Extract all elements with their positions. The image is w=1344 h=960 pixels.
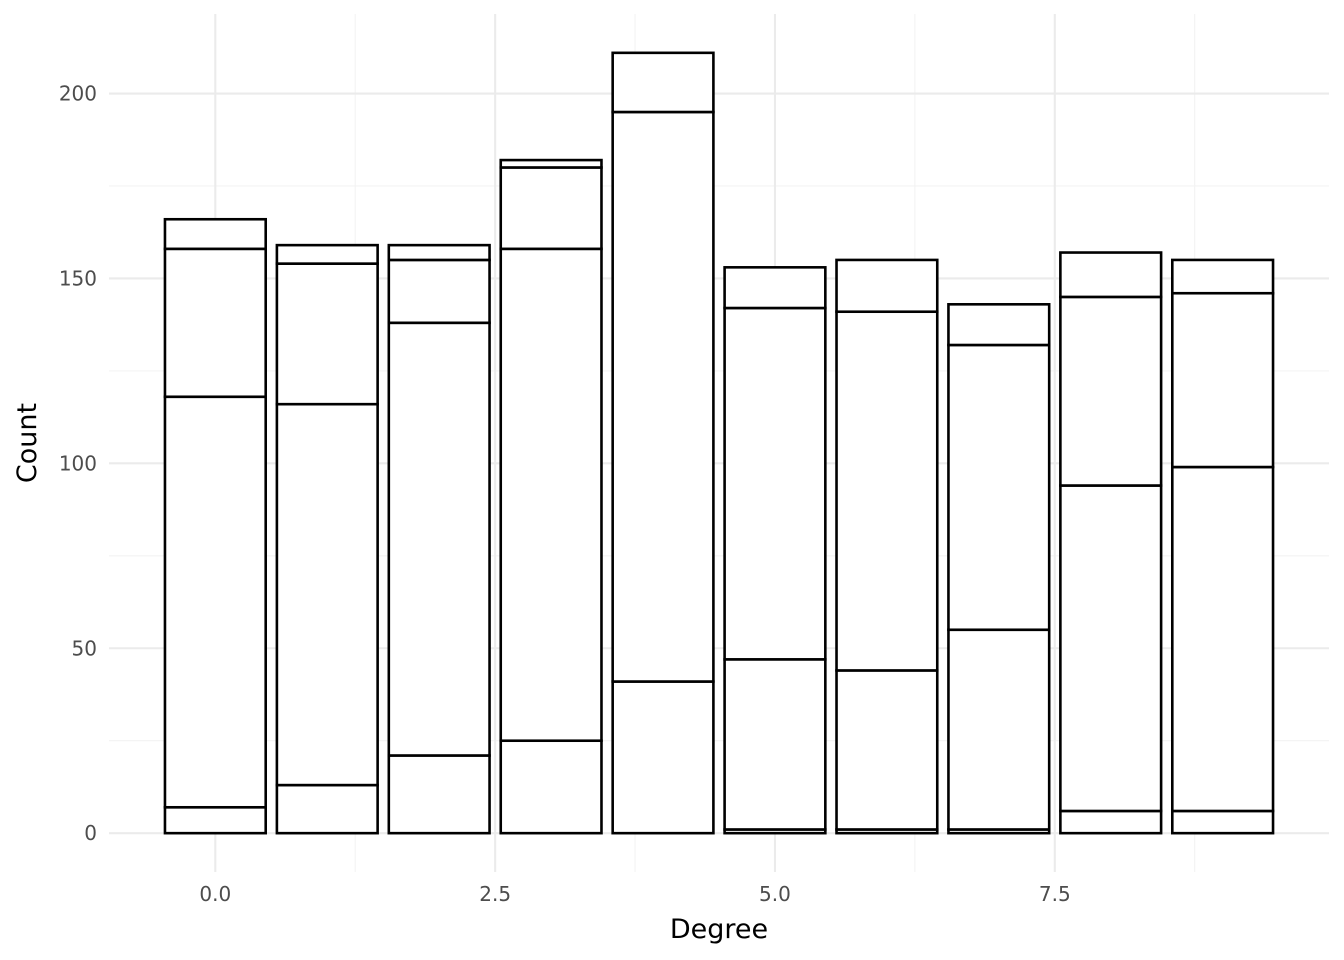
- y-tick-label: 200: [59, 82, 97, 106]
- bar-segment: [275, 783, 379, 835]
- x-axis-title: Degree: [670, 914, 768, 945]
- bar-segment: [723, 266, 827, 310]
- bar-segment: [611, 680, 715, 835]
- bar-segment: [163, 217, 267, 251]
- bar-segment: [387, 754, 491, 835]
- bar-segment: [947, 343, 1051, 632]
- bar-segment: [835, 310, 939, 672]
- bar-segment: [1059, 484, 1163, 813]
- y-tick-label: 150: [59, 266, 97, 290]
- bar-segment: [387, 258, 491, 325]
- bar-segment: [499, 739, 603, 835]
- bar-segment: [499, 247, 603, 743]
- bar-segment: [1171, 465, 1275, 813]
- bar-segment: [611, 51, 715, 114]
- bar-segment: [611, 110, 715, 683]
- bar-segment: [835, 669, 939, 831]
- bar-segment: [723, 658, 827, 831]
- bar-segment: [387, 321, 491, 757]
- bar-segment: [275, 262, 379, 406]
- bar-segment: [275, 402, 379, 787]
- y-tick-label: 50: [72, 636, 97, 660]
- x-tick-label: 5.0: [759, 882, 791, 906]
- bar-segment: [163, 247, 267, 399]
- bar-segment: [1171, 809, 1275, 835]
- bar-segment: [1059, 809, 1163, 835]
- bar-segment: [163, 395, 267, 809]
- x-tick-label: 2.5: [479, 882, 511, 906]
- bar-segment: [723, 306, 827, 661]
- x-tick-label: 0.0: [199, 882, 231, 906]
- bar-segment: [947, 303, 1051, 347]
- bar-segment: [163, 805, 267, 835]
- y-tick-label: 100: [59, 451, 97, 475]
- bar-segment: [1171, 291, 1275, 469]
- bar-segment: [947, 628, 1051, 831]
- bar-segment: [1059, 251, 1163, 299]
- bar-segment: [275, 243, 379, 265]
- y-tick-label: 0: [84, 821, 97, 845]
- bar-segment: [499, 158, 603, 169]
- y-axis-title: Count: [12, 403, 43, 483]
- bar-segment: [387, 243, 491, 262]
- bar-segment: [835, 258, 939, 314]
- bar-segment: [499, 166, 603, 251]
- bar-segment: [1171, 258, 1275, 295]
- y-axis-tick-labels: 0 50 100 150 200: [59, 82, 97, 846]
- bars: [163, 51, 1275, 835]
- x-axis-tick-labels: 0.0 2.5 5.0 7.5: [199, 882, 1070, 906]
- x-tick-label: 7.5: [1039, 882, 1071, 906]
- bar-segment: [1059, 295, 1163, 487]
